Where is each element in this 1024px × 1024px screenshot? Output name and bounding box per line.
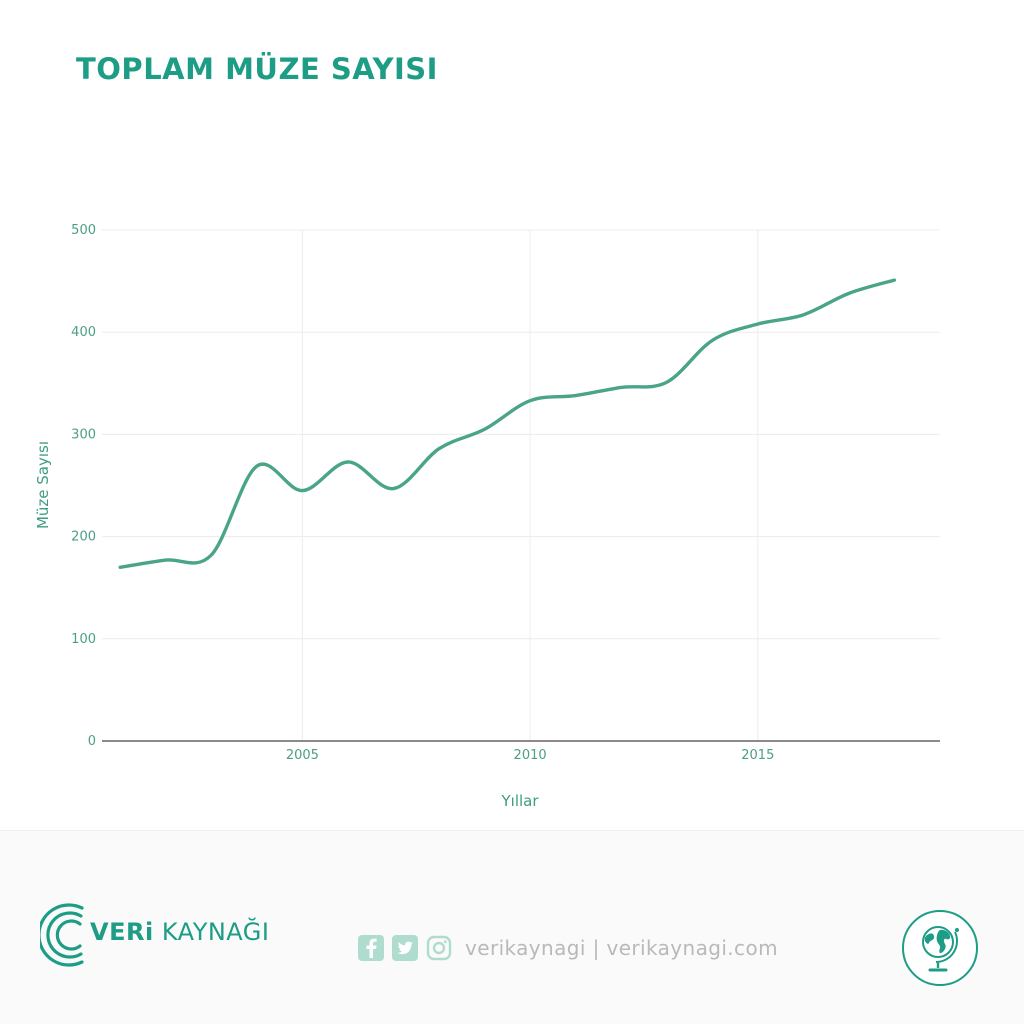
- data-point[interactable]: [845, 289, 853, 297]
- brand-name-rest: KAYNAĞI: [153, 918, 270, 946]
- brand-logo: VERi KAYNAĞI: [40, 900, 300, 970]
- data-point[interactable]: [526, 397, 534, 405]
- data-point[interactable]: [298, 487, 306, 495]
- data-point[interactable]: [344, 458, 352, 466]
- data-point[interactable]: [708, 336, 716, 344]
- data-point[interactable]: [116, 563, 124, 571]
- data-point[interactable]: [754, 320, 762, 328]
- series-layer: [116, 276, 898, 571]
- y-tick-label: 100: [71, 632, 96, 647]
- y-tick-label: 500: [71, 223, 96, 238]
- social-handle-text[interactable]: verikaynagi | verikaynagi.com: [465, 936, 778, 960]
- y-tick-label: 400: [71, 325, 96, 340]
- data-point[interactable]: [481, 425, 489, 433]
- tick-labels: 0 100 200 300 400 500 2005 2010 2015: [71, 223, 774, 763]
- y-tick-label: 0: [88, 734, 96, 749]
- x-axis-title: Yıllar: [500, 792, 539, 810]
- brand-name: VERi KAYNAĞI: [90, 918, 269, 946]
- data-point[interactable]: [799, 311, 807, 319]
- page-title: TOPLAM MÜZE SAYISI: [76, 52, 438, 86]
- y-tick-label: 300: [71, 427, 96, 442]
- grid-lines: [102, 229, 940, 741]
- data-point[interactable]: [162, 556, 170, 564]
- data-point[interactable]: [890, 276, 898, 284]
- footer-divider: [0, 830, 1024, 831]
- y-tick-label: 200: [71, 530, 96, 545]
- instagram-icon[interactable]: [425, 934, 453, 962]
- data-point[interactable]: [207, 551, 215, 559]
- data-point[interactable]: [253, 462, 261, 470]
- data-point[interactable]: [389, 485, 397, 493]
- x-tick-label: 2015: [741, 748, 774, 763]
- social-links: verikaynagi | verikaynagi.com: [357, 931, 778, 965]
- data-point[interactable]: [617, 383, 625, 391]
- series-line: [118, 278, 897, 569]
- x-tick-label: 2010: [514, 748, 547, 763]
- facebook-icon[interactable]: [357, 934, 385, 962]
- globe-icon: [902, 910, 978, 986]
- brand-name-bold: VERi: [90, 918, 154, 946]
- brand-arcs-icon: [40, 903, 84, 967]
- data-point[interactable]: [663, 378, 671, 386]
- footer: VERi KAYNAĞI verikaynagi | verikaynagi.c…: [0, 830, 1024, 1024]
- data-point[interactable]: [572, 392, 580, 400]
- twitter-icon[interactable]: [391, 934, 419, 962]
- line-chart: 0 100 200 300 400 500 2005 2010 2015 Yıllar Müze…: [34, 223, 940, 810]
- data-point[interactable]: [435, 445, 443, 453]
- chart-area: 0 100 200 300 400 500 2005 2010 2015 Yıllar Müze…: [34, 223, 940, 810]
- y-axis-title: Müze Sayısı: [34, 441, 52, 529]
- x-tick-label: 2005: [286, 748, 319, 763]
